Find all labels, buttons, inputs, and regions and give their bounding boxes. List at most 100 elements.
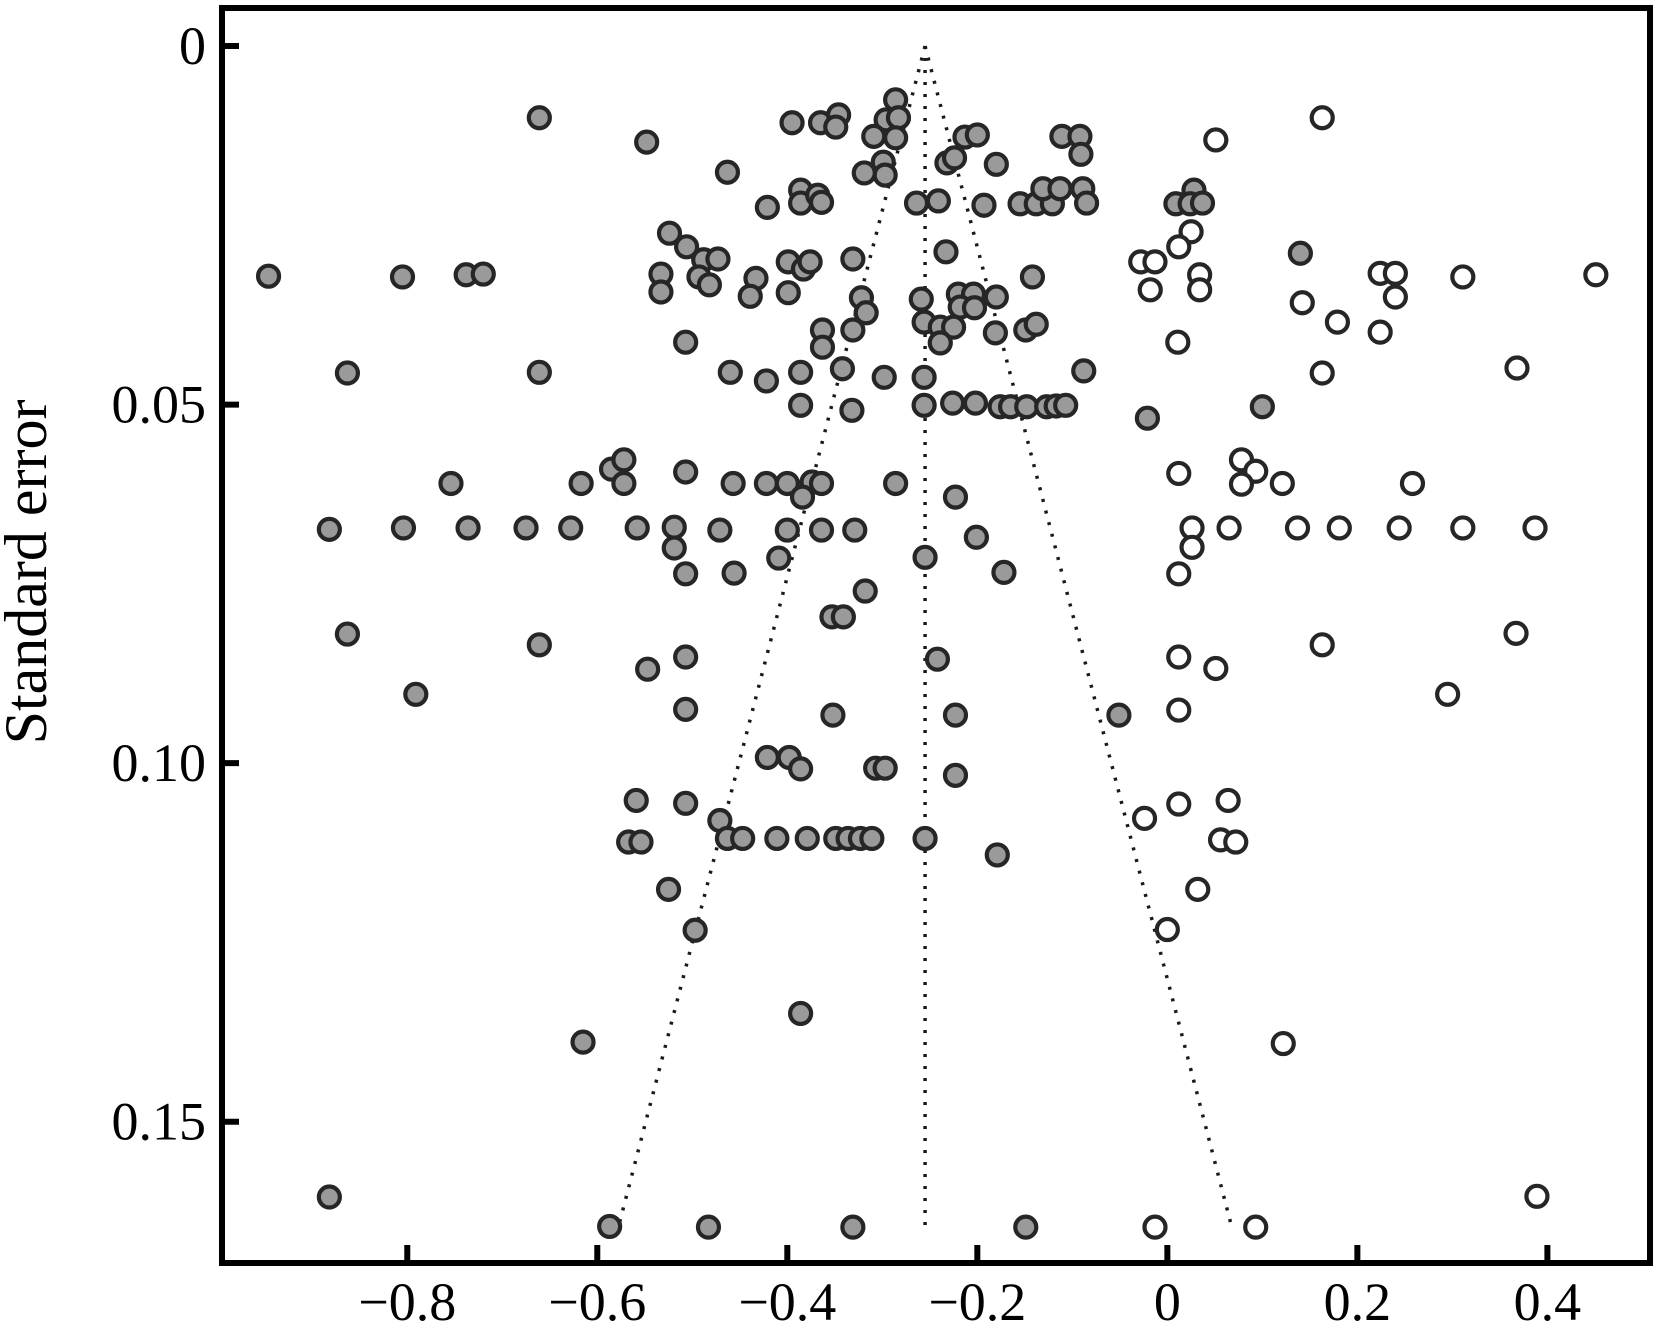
data-point-open-circle bbox=[1179, 534, 1205, 560]
data-point-open-circle bbox=[1166, 460, 1192, 487]
data-point-filled-circle bbox=[1106, 702, 1132, 728]
data-point-filled-circle bbox=[470, 261, 496, 287]
data-point-filled-circle bbox=[455, 515, 481, 541]
data-point-open-circle bbox=[1203, 127, 1229, 153]
data-point-filled-circle bbox=[611, 447, 637, 473]
data-point-filled-circle bbox=[611, 470, 637, 497]
data-point-filled-circle bbox=[924, 646, 951, 672]
data-point-filled-circle bbox=[1013, 1214, 1039, 1240]
data-point-filled-circle bbox=[872, 755, 898, 781]
data-point-filled-circle bbox=[788, 359, 814, 385]
data-point-open-circle bbox=[1166, 644, 1192, 670]
data-point-filled-circle bbox=[794, 825, 820, 852]
data-point-filled-circle bbox=[788, 756, 814, 782]
data-point-filled-circle bbox=[808, 189, 835, 215]
data-point-filled-circle bbox=[623, 787, 649, 814]
data-point-open-circle bbox=[1216, 515, 1242, 541]
data-point-filled-circle bbox=[788, 392, 814, 418]
data-point-filled-circle bbox=[942, 484, 969, 510]
data-point-filled-circle bbox=[789, 484, 816, 510]
data-point-filled-circle bbox=[962, 390, 989, 416]
data-point-filled-circle bbox=[809, 334, 836, 360]
data-point-filled-circle bbox=[624, 515, 650, 541]
data-point-open-circle bbox=[1166, 791, 1192, 817]
data-point-open-circle bbox=[1154, 916, 1180, 943]
data-point-filled-circle bbox=[961, 295, 988, 321]
x-tick-label: −0.4 bbox=[738, 1272, 836, 1332]
data-point-filled-circle bbox=[390, 515, 417, 541]
data-point-filled-circle bbox=[730, 825, 756, 852]
data-point-filled-circle bbox=[766, 545, 792, 571]
data-point-filled-circle bbox=[695, 1214, 722, 1240]
data-point-open-circle bbox=[1367, 319, 1393, 345]
data-point-open-circle bbox=[1137, 277, 1163, 303]
data-point-filled-circle bbox=[820, 702, 846, 728]
data-point-open-circle bbox=[1203, 655, 1229, 682]
data-point-open-circle bbox=[1166, 561, 1192, 587]
data-point-filled-circle bbox=[648, 279, 674, 305]
data-point-filled-circle bbox=[940, 314, 967, 340]
data-point-filled-circle bbox=[526, 105, 552, 131]
data-point-filled-circle bbox=[597, 1213, 623, 1240]
data-point-filled-circle bbox=[1189, 190, 1216, 216]
data-point-filled-circle bbox=[808, 517, 835, 543]
data-point-filled-circle bbox=[717, 359, 743, 385]
data-point-filled-circle bbox=[940, 390, 966, 416]
data-point-filled-circle bbox=[971, 192, 997, 218]
data-point-filled-circle bbox=[788, 1000, 814, 1027]
data-point-filled-circle bbox=[628, 829, 654, 855]
data-point-filled-circle bbox=[912, 544, 938, 570]
data-point-filled-circle bbox=[830, 604, 856, 630]
data-point-filled-circle bbox=[853, 300, 879, 326]
y-tick-label: 0.05 bbox=[112, 375, 207, 435]
y-tick-label: 0.15 bbox=[112, 1092, 207, 1152]
data-point-filled-circle bbox=[842, 517, 868, 543]
data-point-filled-circle bbox=[334, 360, 361, 386]
data-point-open-circle bbox=[1583, 262, 1609, 288]
data-point-filled-circle bbox=[983, 284, 1009, 310]
data-point-filled-circle bbox=[983, 151, 1009, 177]
data-point-open-circle bbox=[1399, 470, 1426, 497]
data-point-filled-circle bbox=[764, 825, 790, 852]
data-point-filled-circle bbox=[963, 524, 989, 550]
data-point-filled-circle bbox=[797, 249, 823, 275]
data-point-filled-circle bbox=[1023, 311, 1049, 337]
data-point-filled-circle bbox=[673, 329, 699, 355]
data-point-filled-circle bbox=[635, 656, 661, 682]
data-point-filled-circle bbox=[634, 129, 660, 155]
data-point-filled-circle bbox=[911, 392, 937, 418]
data-point-filled-circle bbox=[389, 264, 416, 290]
data-point-filled-circle bbox=[714, 159, 741, 185]
data-point-filled-circle bbox=[964, 122, 990, 148]
data-point-open-circle bbox=[1223, 829, 1249, 855]
data-point-open-circle bbox=[1324, 309, 1351, 335]
data-point-filled-circle bbox=[316, 1184, 342, 1210]
data-point-open-circle bbox=[1243, 1214, 1269, 1240]
data-point-filled-circle bbox=[861, 123, 887, 149]
data-point-filled-circle bbox=[840, 1214, 866, 1240]
data-point-open-circle bbox=[1504, 355, 1530, 381]
data-point-open-circle bbox=[1270, 1030, 1296, 1057]
data-point-filled-circle bbox=[1019, 264, 1046, 290]
data-point-filled-circle bbox=[673, 561, 699, 587]
data-point-filled-circle bbox=[316, 516, 342, 542]
data-point-open-circle bbox=[1166, 697, 1192, 723]
data-point-filled-circle bbox=[334, 621, 361, 647]
data-point-filled-circle bbox=[852, 578, 878, 604]
x-tick-label: −0.2 bbox=[928, 1272, 1026, 1332]
series-open-circle bbox=[1128, 105, 1609, 1240]
data-point-filled-circle bbox=[1249, 394, 1275, 420]
data-point-open-circle bbox=[1522, 515, 1548, 541]
data-point-filled-circle bbox=[526, 632, 552, 658]
data-point-filled-circle bbox=[1287, 240, 1313, 266]
data-point-open-circle bbox=[1131, 805, 1158, 831]
data-point-filled-circle bbox=[851, 160, 877, 186]
data-point-open-circle bbox=[1450, 264, 1476, 290]
data-point-filled-circle bbox=[933, 239, 959, 265]
x-tick-label: 0.4 bbox=[1514, 1272, 1582, 1332]
data-point-filled-circle bbox=[526, 359, 552, 385]
data-point-filled-circle bbox=[661, 535, 687, 561]
data-point-filled-circle bbox=[839, 397, 865, 423]
data-point-filled-circle bbox=[673, 234, 700, 260]
